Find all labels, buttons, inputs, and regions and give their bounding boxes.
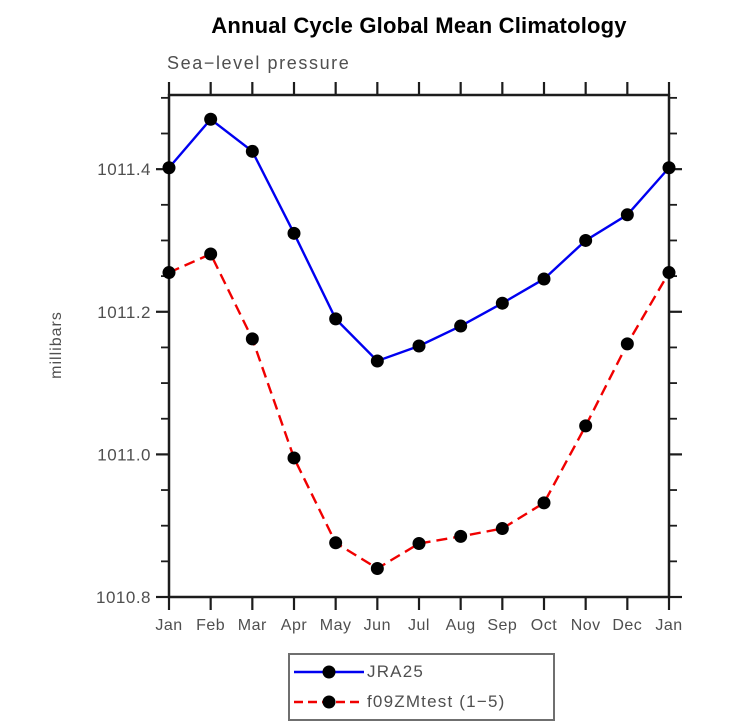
series-marker <box>537 272 551 286</box>
series-marker <box>245 332 259 346</box>
series-marker <box>454 529 468 543</box>
series-marker <box>662 161 676 175</box>
x-month-label: Dec <box>612 617 642 634</box>
x-month-label: Aug <box>446 617 476 634</box>
series-marker <box>370 561 384 575</box>
x-month-label: Mar <box>238 617 267 634</box>
legend-entry: f09ZMtest (1−5) <box>293 689 553 715</box>
series-marker <box>454 319 468 333</box>
y-tick-label: 1011.2 <box>97 303 151 322</box>
series-marker <box>162 161 176 175</box>
series-marker <box>412 339 426 353</box>
series-marker <box>245 144 259 158</box>
x-month-label: Feb <box>196 617 225 634</box>
series-marker <box>620 208 634 222</box>
axes-frame <box>167 93 671 599</box>
series-marker <box>579 233 593 247</box>
series-marker <box>412 537 426 551</box>
x-month-label: May <box>320 617 352 634</box>
chart-subtitle: Sea−level pressure <box>167 53 351 73</box>
x-month-label: Apr <box>281 617 308 634</box>
x-month-label: Jul <box>408 617 430 634</box>
x-month-label: Jan <box>655 617 682 634</box>
series-line <box>168 117 670 363</box>
series-marker <box>329 536 343 550</box>
legend: JRA25 f09ZMtest (1−5) <box>288 653 555 721</box>
legend-line-marker-icon <box>294 665 364 679</box>
chart-title: Annual Cycle Global Mean Climatology <box>211 13 627 38</box>
series-marker <box>579 419 593 433</box>
series-marker <box>162 266 176 280</box>
series-marker <box>495 522 509 536</box>
series-marker <box>370 354 384 368</box>
x-month-label: Jun <box>364 617 391 634</box>
x-month-label: Nov <box>571 617 601 634</box>
series-line <box>168 252 671 570</box>
y-tick-label: 1011.4 <box>97 160 151 179</box>
legend-label: JRA25 <box>367 662 425 681</box>
series-marker <box>329 312 343 326</box>
legend-line-marker-icon <box>294 695 364 709</box>
series-marker <box>537 496 551 510</box>
legend-label: f09ZMtest (1−5) <box>367 692 506 711</box>
x-month-label: Sep <box>487 617 517 634</box>
y-tick-label: 1011.0 <box>97 445 151 464</box>
series-marker <box>204 247 218 261</box>
series-marker <box>495 296 509 310</box>
series-marker <box>287 226 301 240</box>
series-marker <box>287 451 301 465</box>
x-month-label: Oct <box>531 617 557 634</box>
legend-entry: JRA25 <box>293 659 553 685</box>
y-tick-label: 1010.8 <box>96 588 151 607</box>
series-marker <box>662 266 676 280</box>
x-month-label: Jan <box>155 617 182 634</box>
series-marker <box>204 112 218 126</box>
series-marker <box>620 337 634 351</box>
